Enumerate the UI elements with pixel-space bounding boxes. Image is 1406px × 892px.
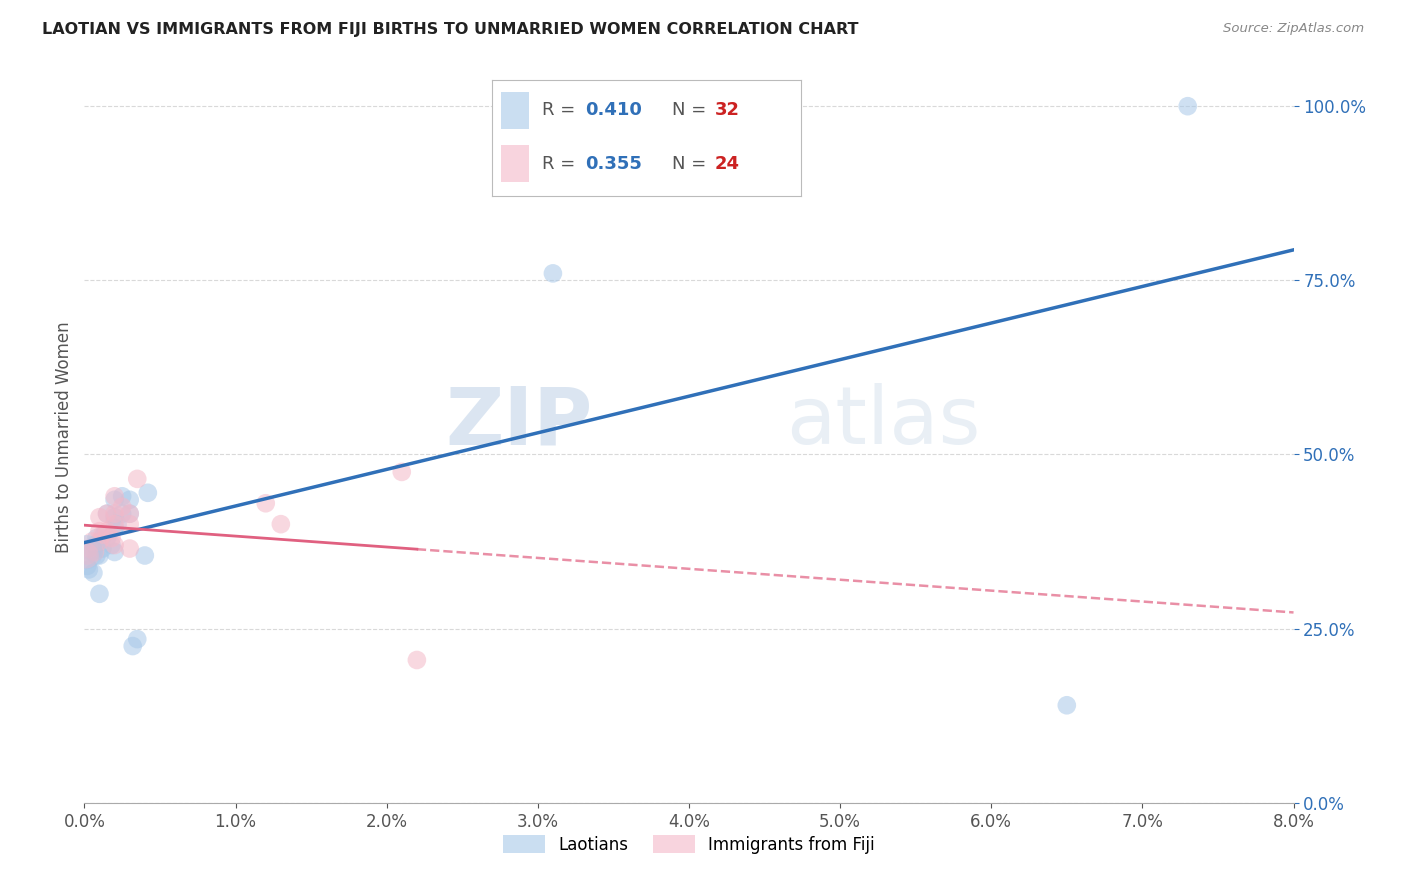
Point: [96, 531, 118, 545]
Point: [127, 632, 149, 646]
Point: [96, 524, 118, 538]
Text: 0.355: 0.355: [585, 155, 641, 173]
Text: 24: 24: [714, 155, 740, 173]
Point: [77, 541, 100, 556]
Text: 32: 32: [714, 102, 740, 120]
Point: [89, 549, 111, 563]
Point: [136, 485, 159, 500]
Point: [96, 507, 118, 521]
Point: [270, 517, 292, 532]
Point: [254, 496, 277, 510]
Point: [121, 639, 143, 653]
Point: [100, 538, 122, 552]
Point: [89, 524, 111, 538]
FancyBboxPatch shape: [502, 145, 529, 182]
Point: [118, 517, 141, 532]
Point: [541, 266, 564, 280]
Point: [519, 113, 541, 128]
Point: [134, 549, 156, 563]
Point: [93, 527, 115, 541]
Point: [111, 489, 134, 503]
Point: [84, 538, 107, 552]
Point: [406, 653, 429, 667]
Point: [96, 507, 118, 521]
Point: [91, 541, 114, 556]
Point: [76, 549, 98, 563]
Point: [104, 507, 127, 521]
Point: [104, 545, 127, 559]
Point: [1177, 99, 1199, 113]
Point: [77, 562, 100, 576]
Point: [89, 534, 111, 549]
Text: atlas: atlas: [786, 384, 980, 461]
Text: R =: R =: [541, 155, 581, 173]
FancyBboxPatch shape: [502, 92, 529, 129]
Point: [1056, 698, 1078, 713]
Point: [391, 465, 413, 479]
Point: [104, 517, 127, 532]
Text: R =: R =: [541, 102, 581, 120]
Point: [107, 517, 129, 532]
Point: [104, 489, 127, 503]
Point: [100, 531, 122, 545]
Point: [89, 534, 111, 549]
Point: [104, 521, 127, 535]
Text: N =: N =: [672, 155, 711, 173]
Point: [82, 566, 104, 580]
Point: [75, 545, 97, 559]
Text: N =: N =: [672, 102, 711, 120]
Text: LAOTIAN VS IMMIGRANTS FROM FIJI BIRTHS TO UNMARRIED WOMEN CORRELATION CHART: LAOTIAN VS IMMIGRANTS FROM FIJI BIRTHS T…: [42, 22, 859, 37]
Point: [86, 531, 108, 545]
Point: [76, 558, 98, 573]
Legend: Laotians, Immigrants from Fiji: Laotians, Immigrants from Fiji: [496, 829, 882, 860]
Point: [111, 507, 134, 521]
Point: [80, 545, 103, 559]
Point: [75, 549, 97, 563]
Point: [86, 549, 108, 563]
Point: [118, 541, 141, 556]
Text: 0.410: 0.410: [585, 102, 641, 120]
Point: [104, 538, 127, 552]
Point: [104, 510, 127, 524]
Point: [104, 492, 127, 507]
Point: [127, 472, 149, 486]
Point: [84, 545, 107, 559]
Text: ZIP: ZIP: [444, 384, 592, 461]
Point: [89, 587, 111, 601]
Point: [80, 534, 103, 549]
Point: [118, 507, 141, 521]
Point: [89, 510, 111, 524]
Point: [91, 527, 114, 541]
Point: [111, 500, 134, 514]
Point: [118, 507, 141, 521]
Text: Source: ZipAtlas.com: Source: ZipAtlas.com: [1223, 22, 1364, 36]
Y-axis label: Births to Unmarried Women: Births to Unmarried Women: [55, 321, 73, 553]
Point: [118, 492, 141, 507]
